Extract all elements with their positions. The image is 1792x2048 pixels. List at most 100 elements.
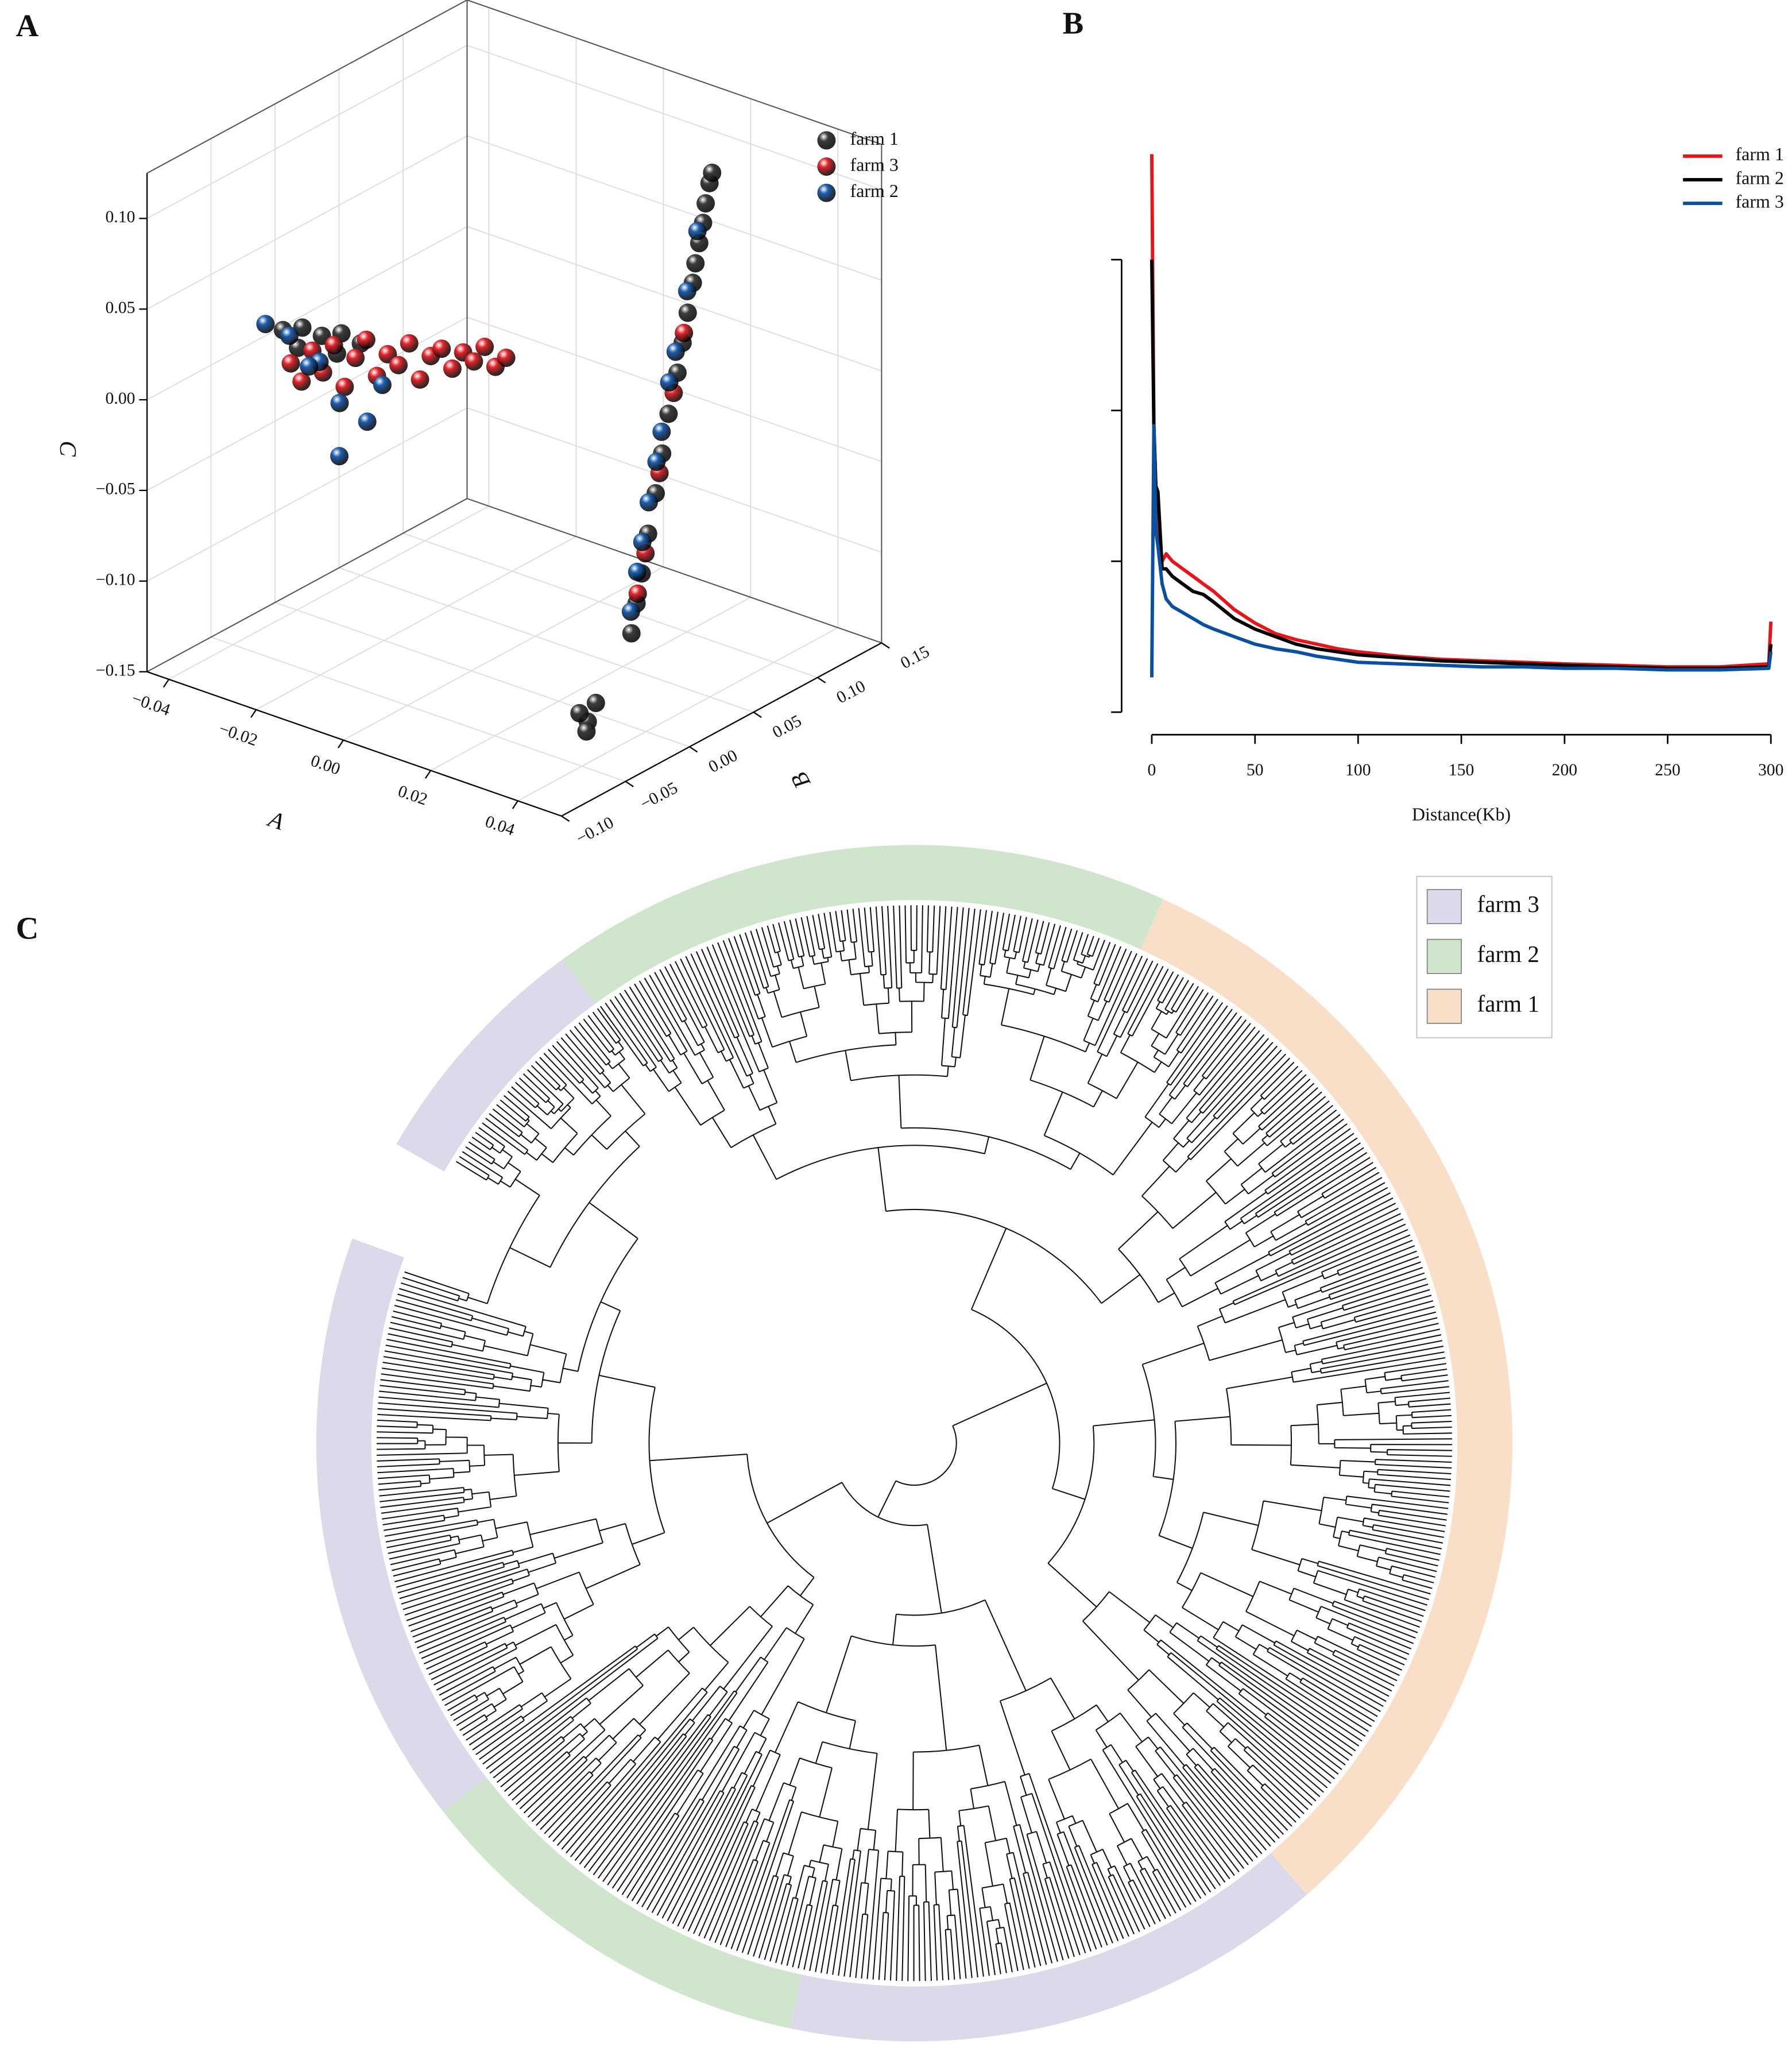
data-point [358,412,377,431]
group-ring [1140,899,1513,1895]
data-point [678,303,697,322]
grid-line [467,44,882,190]
data-point [686,254,705,273]
y-tick-label: 0.10 [834,677,869,708]
data-point [628,584,647,603]
panel-label: C [16,911,39,946]
grid-line [467,226,882,372]
data-point [330,447,349,466]
x-tick-label: −0.02 [216,720,260,750]
y-tick-label: 0.00 [706,746,741,776]
grid-line [146,45,467,219]
data-line [1149,154,1773,669]
data-point [647,453,666,472]
x-tick [424,770,431,779]
data-line [1149,424,1773,678]
data-point [432,339,451,358]
box-edge [467,498,882,644]
grid-line [402,532,818,678]
panel-label: A [16,8,39,43]
y-tick [753,712,762,718]
data-point [577,722,596,741]
data-point [292,372,311,391]
data-point [324,336,343,355]
group-ring [443,1777,802,2028]
z-axis-label: C [55,441,82,457]
legend-label: farm 1 [850,129,899,149]
y-tick [881,642,890,649]
y-tick-label: −0.10 [573,813,617,848]
grid-line [274,602,690,748]
x-tick-label: 0.04 [483,812,517,839]
data-point [659,404,678,423]
x-tick-label: 200 [1552,761,1578,779]
z-tick-label: 0.00 [106,389,136,408]
legend-label: farm 3 [1736,191,1784,211]
grid-line [430,597,751,771]
z-tick-label: 0.10 [106,208,136,226]
data-point [400,334,419,353]
data-point [373,376,392,395]
grid-line [467,407,882,553]
x-tick-label: 50 [1247,761,1264,779]
panel-label: B [1063,5,1084,40]
grid-line [339,567,754,713]
z-tick-label: −0.10 [96,571,136,589]
data-point [628,562,647,581]
legend-label: farm 1 [1736,144,1784,164]
x-tick-label: 300 [1758,761,1784,779]
data-point [280,326,299,345]
box-edge [146,498,467,673]
data-point [652,422,671,441]
y-axis-label: B [785,768,815,793]
data-point [335,377,354,396]
x-tick-label: 100 [1345,761,1371,779]
data-point [639,493,658,512]
legend-swatch [1426,888,1462,925]
x-axis-label: A [264,805,288,835]
x-tick [250,709,257,718]
y-tick-label: 0.05 [769,712,804,742]
data-point [497,348,516,367]
data-point [633,532,652,551]
grid-line [146,407,467,582]
legend-label: farm 3 [1477,891,1539,917]
y-tick-label: 0.15 [897,643,932,673]
data-point [357,330,376,349]
tree-branches [376,905,1453,1981]
data-point [696,194,715,213]
legend-label: farm 2 [850,181,899,201]
data-point [465,352,483,371]
legend-label: farm 3 [850,154,899,175]
x-tick-label: −0.04 [129,689,173,720]
group-ring [316,1238,487,1812]
grid-line [146,226,467,400]
x-axis-label: Distance(Kb) [1412,804,1511,824]
z-tick-label: −0.15 [96,661,136,679]
y-axis [561,642,882,817]
y-tick [625,780,634,787]
x-tick-label: 250 [1655,761,1681,779]
grid-line [467,135,882,281]
data-point [443,359,462,378]
x-tick-label: 0 [1148,761,1156,779]
x-tick-label: 0.00 [308,752,343,779]
x-tick [337,740,345,748]
data-point [678,281,696,300]
data-point [660,373,679,392]
legend-swatch [1426,938,1462,974]
grid-line [517,627,838,802]
data-point [256,315,275,334]
x-tick [512,800,518,809]
data-point [389,355,408,374]
legend-marker [817,131,836,150]
group-ring [396,959,595,1172]
z-tick-label: 0.05 [106,299,136,317]
legend-label: farm 2 [1477,941,1539,967]
x-axis [146,671,562,817]
data-point [330,393,349,412]
y-tick [561,815,570,822]
data-point [281,354,300,373]
